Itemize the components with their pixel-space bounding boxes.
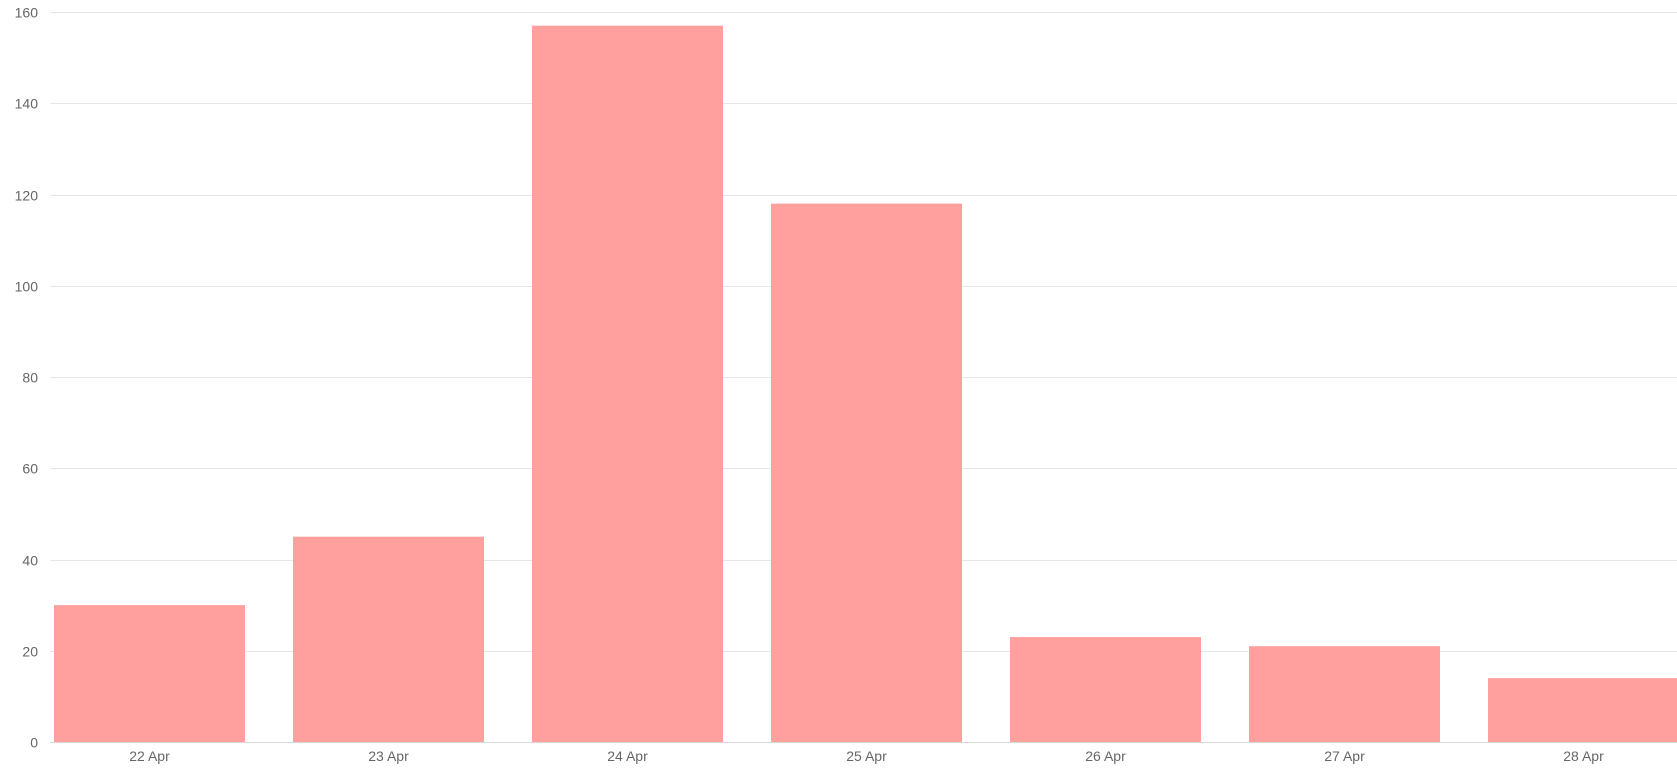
y-tick-label: 160 (15, 5, 39, 21)
x-tick-label: 27 Apr (1324, 748, 1365, 764)
x-axis-ticks: 22 Apr 23 Apr 24 Apr 25 Apr 26 Apr 27 Apr 28 A… (129, 748, 1604, 764)
x-tick-label: 23 Apr (368, 748, 409, 764)
y-tick-label: 80 (22, 370, 38, 386)
y-tick-label: 120 (15, 188, 39, 204)
x-tick-label: 26 Apr (1085, 748, 1126, 764)
bar[interactable] (771, 203, 962, 742)
y-tick-label: 40 (22, 553, 38, 569)
y-axis-ticks: 0 20 40 60 80 100 120 140 160 (15, 5, 39, 751)
x-tick-label: 25 Apr (846, 748, 887, 764)
x-tick-label: 24 Apr (607, 748, 648, 764)
bar[interactable] (532, 25, 723, 742)
x-tick-label: 22 Apr (129, 748, 170, 764)
bar[interactable] (1010, 637, 1201, 742)
y-tick-label: 140 (15, 96, 39, 112)
x-tick-label: 28 Apr (1563, 748, 1604, 764)
y-tick-label: 0 (30, 735, 38, 751)
bar[interactable] (1488, 678, 1677, 742)
y-tick-label: 60 (22, 461, 38, 477)
bar[interactable] (1249, 646, 1440, 742)
bar[interactable] (54, 605, 245, 742)
bars (54, 25, 1677, 742)
y-tick-label: 20 (22, 644, 38, 660)
bar[interactable] (293, 536, 484, 742)
y-tick-label: 100 (15, 279, 39, 295)
